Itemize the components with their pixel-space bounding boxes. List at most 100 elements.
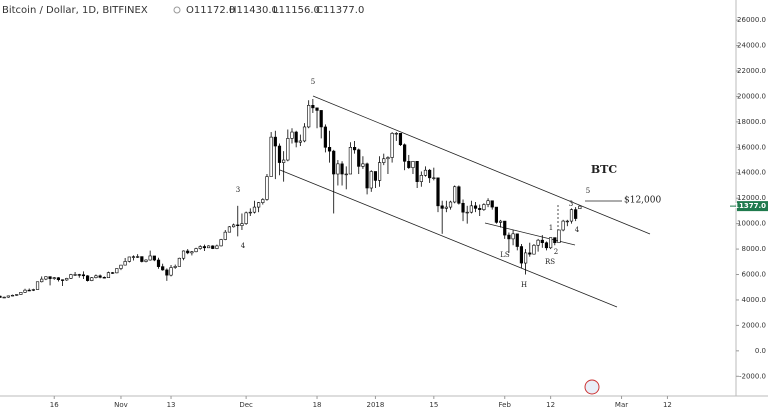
candle-body: [44, 276, 48, 280]
candle-body: [498, 220, 503, 223]
candle-body: [323, 126, 327, 148]
candle-body: [519, 246, 524, 264]
candle-body: [186, 250, 190, 254]
y-tick-label: 8000.0: [742, 245, 767, 253]
candle-body: [181, 250, 186, 259]
candle-body: [574, 209, 578, 219]
candle-body: [532, 244, 536, 255]
candle-body: [123, 261, 127, 266]
candle-body: [415, 161, 419, 182]
candle-body: [307, 105, 311, 128]
candle-body: [298, 140, 302, 143]
wave-label: 3: [569, 200, 573, 208]
candle-body: [569, 209, 574, 222]
candle-body: [152, 255, 156, 261]
candle-body: [273, 136, 277, 147]
btc-label: BTC: [591, 163, 617, 176]
candle-body: [94, 275, 98, 278]
y-tick-label: 2000.0: [742, 321, 767, 329]
candle-body: [119, 264, 123, 269]
ohlc-close: C11377.0: [316, 5, 364, 16]
wave-label: 4: [241, 242, 246, 250]
candle-body: [219, 239, 223, 247]
x-tick-label: 12: [546, 401, 555, 409]
y-tick-label: 24000.0: [737, 42, 766, 50]
watermark-logo: [584, 379, 600, 395]
candle-body: [98, 275, 102, 278]
y-tick-label: -2000.0: [739, 372, 766, 380]
candle-body: [419, 174, 423, 182]
y-tick-label: 0.0: [755, 347, 766, 355]
candle-body: [86, 275, 90, 281]
candle-body: [148, 255, 152, 261]
ohlc-open: O11172.0: [186, 5, 235, 16]
symbol-title: Bitcoin / Dollar, 1D, BITFINEX: [2, 5, 148, 16]
candle-body: [282, 159, 286, 163]
candle-body: [161, 266, 165, 271]
candle-body: [432, 177, 436, 179]
candle-body: [136, 256, 140, 258]
x-tick-label: 15: [429, 401, 438, 409]
candle-body: [490, 200, 494, 208]
candle-body: [77, 274, 81, 276]
y-tick-label: 12000.0: [737, 194, 766, 202]
candle-body: [507, 234, 511, 240]
candle-body: [344, 173, 348, 176]
candle-body: [156, 259, 161, 267]
candle-body: [240, 223, 244, 226]
candle-body: [232, 224, 236, 228]
candle-body: [65, 278, 69, 281]
candle-body: [265, 176, 269, 200]
candle-body: [544, 242, 549, 249]
candle-body: [90, 277, 94, 281]
candle-body: [469, 205, 473, 213]
candle-body: [10, 294, 15, 297]
candle-body: [327, 147, 332, 152]
candle-body: [578, 205, 582, 210]
candle-body: [244, 212, 248, 224]
candle-body: [35, 281, 40, 290]
candle-body: [198, 246, 202, 249]
candle-body: [211, 245, 215, 249]
candle-body: [444, 206, 448, 209]
candle-body: [102, 277, 106, 279]
x-tick-label: 13: [167, 401, 176, 409]
candle-body: [15, 294, 19, 296]
candle-body: [394, 133, 398, 135]
candle-body: [69, 274, 73, 279]
candle-body: [378, 162, 382, 181]
candle-body: [407, 161, 411, 168]
x-tick-label: Mar: [615, 401, 628, 409]
pattern-label: LS: [500, 251, 510, 259]
candle-body: [428, 169, 432, 179]
y-tick-label: 16000.0: [737, 143, 766, 151]
candle-body: [515, 233, 519, 247]
target-label: $12,000: [624, 196, 661, 206]
candle-body: [461, 202, 465, 213]
x-tick-label: 2018: [367, 401, 385, 409]
candle-body: [369, 171, 373, 189]
candle-body: [565, 220, 569, 223]
candle-body: [23, 289, 27, 293]
candle-body: [286, 138, 290, 161]
candle-body: [373, 171, 378, 181]
x-tick-label: 16: [50, 401, 59, 409]
y-tick-label: 14000.0: [737, 169, 766, 177]
x-tick-label: Nov: [114, 401, 128, 409]
candle-body: [6, 295, 10, 298]
candle-body: [48, 276, 52, 279]
wave-label: 4: [575, 226, 580, 234]
candle-body: [269, 136, 273, 177]
candle-body: [215, 245, 219, 249]
candle-body: [81, 274, 86, 277]
candle-body: [557, 229, 561, 244]
candle-body: [40, 278, 44, 283]
y-tick-label: 22000.0: [737, 67, 766, 75]
candle-body: [165, 269, 169, 276]
candle-body: [465, 211, 469, 214]
candle-body: [60, 279, 65, 281]
candle-body: [453, 186, 457, 203]
candle-body: [169, 267, 173, 276]
candle-body: [411, 161, 415, 168]
